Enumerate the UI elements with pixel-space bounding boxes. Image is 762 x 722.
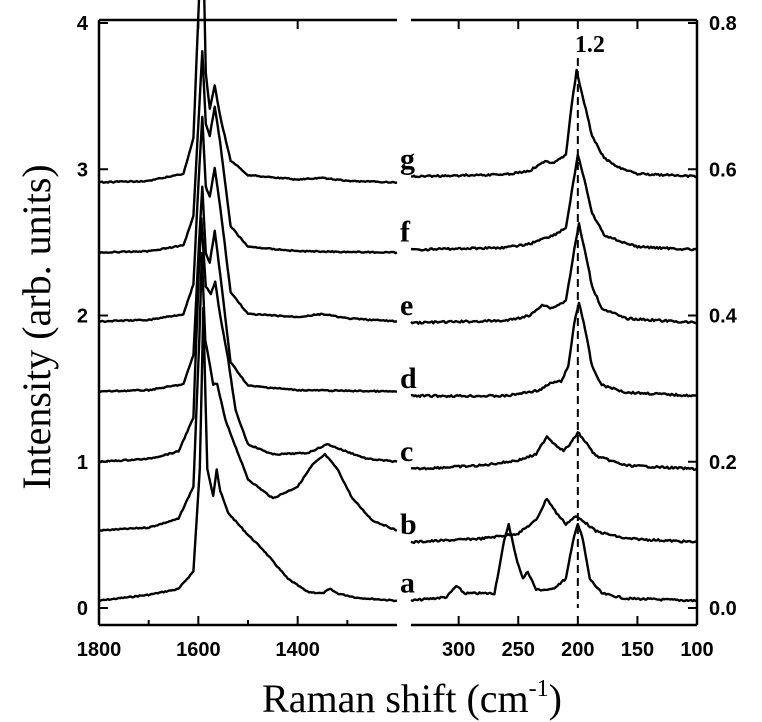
x-axis-title-sup: -1 (529, 676, 549, 702)
spectrum-c-left (98, 217, 398, 464)
right-y-tick-label: 0.2 (709, 452, 737, 474)
x-axis-title-main: Raman shift (cm (262, 676, 529, 721)
left-x-tick-label: 1400 (275, 639, 320, 661)
series-label-e: e (400, 289, 413, 322)
right-x-tick-label: 200 (561, 639, 594, 661)
series-label-f: f (400, 216, 411, 249)
annotation: 1.2 (575, 32, 605, 608)
left-y-tick-label: 1 (77, 452, 88, 474)
spectra-curves (98, 0, 698, 603)
x-axis-title-close: ) (549, 676, 562, 721)
right-y-tick-label: 0.0 (709, 598, 737, 620)
y-axis-title: Intensity (arb. units) (14, 164, 59, 490)
annotation-label: 1.2 (575, 32, 605, 58)
spectrum-g-right (410, 68, 698, 179)
series-label-a: a (400, 567, 415, 600)
spectrum-e-left (98, 115, 398, 323)
left-y-tick-label: 4 (77, 13, 89, 35)
series-label-d: d (400, 362, 417, 395)
spectrum-e-right (410, 222, 698, 325)
right-x-tick-label: 300 (442, 639, 475, 661)
spectrum-g-left (98, 0, 398, 184)
spectrum-c-right (410, 431, 698, 471)
spectrum-a-left (98, 306, 398, 603)
right-y-tick-label: 0.6 (709, 159, 737, 181)
left-y-tick-label: 0 (77, 598, 88, 620)
right-x-tick-label: 250 (502, 639, 535, 661)
spectrum-b-left (99, 251, 398, 532)
series-label-b: b (400, 508, 417, 541)
left-y-tick-label: 2 (77, 306, 88, 328)
left-y-tick-label: 3 (77, 159, 88, 181)
spectrum-d-left (98, 185, 398, 393)
right-x-tick-label: 150 (621, 639, 654, 661)
spectrum-b-right (410, 497, 698, 545)
series-labels: ab c d e f g (400, 143, 417, 600)
left-x-tick-label: 1600 (176, 639, 221, 661)
series-label-c: c (400, 435, 413, 468)
right-y-tick-label: 0.4 (709, 306, 738, 328)
x-axis-title: Raman shift (cm-1) (262, 676, 562, 721)
right-y-tick-label: 0.8 (709, 13, 737, 35)
right-x-tick-label: 100 (680, 639, 713, 661)
series-label-g: g (400, 143, 415, 176)
spectrum-d-right (410, 301, 698, 399)
spectrum-a-right (410, 522, 698, 603)
left-x-tick-label: 1800 (77, 639, 122, 661)
spectrum-f-left (98, 50, 398, 255)
spectrum-f-right (410, 153, 698, 252)
axis-ticks: 1800 1600 1400 300 250 200 150 100 0 1 2 3 4 0.0 0.2 0.… (77, 13, 738, 661)
